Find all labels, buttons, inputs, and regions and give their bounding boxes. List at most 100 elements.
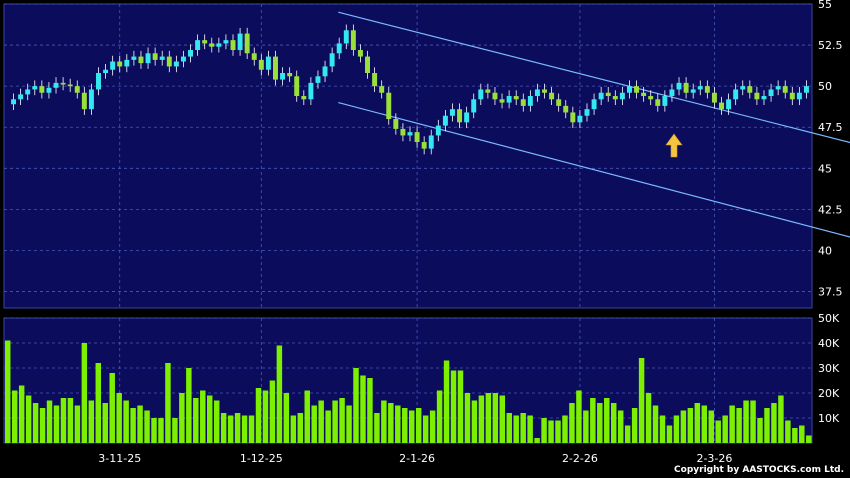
volume-bar bbox=[5, 340, 11, 443]
candle-body bbox=[393, 119, 399, 129]
volume-bar bbox=[534, 438, 540, 443]
volume-bar bbox=[736, 408, 742, 443]
volume-bar bbox=[11, 390, 18, 443]
price-axis: 55 52.5 50 47.5 45 42.5 40 37.5 bbox=[818, 0, 843, 299]
candle-body bbox=[315, 76, 321, 83]
candle-body bbox=[244, 33, 250, 54]
candle-body bbox=[294, 76, 300, 97]
volume-bar bbox=[388, 403, 394, 443]
candle-body bbox=[534, 89, 540, 97]
candle-body bbox=[570, 112, 576, 123]
candle-body bbox=[662, 96, 668, 106]
volume-bar bbox=[325, 410, 331, 443]
candle-body bbox=[379, 86, 385, 93]
volume-bar bbox=[590, 398, 596, 443]
volume-bar bbox=[290, 415, 297, 443]
candle-body bbox=[598, 92, 604, 100]
candlestick-series bbox=[11, 24, 809, 155]
candle-body bbox=[605, 92, 611, 97]
volume-bar bbox=[471, 400, 478, 443]
volume-bar bbox=[172, 418, 178, 443]
volume-bar bbox=[569, 403, 575, 443]
volume-bar bbox=[409, 410, 415, 443]
candle-body bbox=[711, 92, 717, 103]
candle-body bbox=[612, 96, 618, 100]
volume-bar bbox=[297, 413, 304, 443]
volume-bar bbox=[617, 410, 624, 443]
date-tick-label: 3-11-25 bbox=[98, 452, 141, 465]
candle-body bbox=[577, 115, 583, 123]
volume-bar bbox=[165, 363, 171, 443]
volume-bar bbox=[158, 418, 164, 443]
volume-bar bbox=[492, 393, 499, 443]
volume-bar bbox=[604, 398, 610, 443]
volume-bar bbox=[611, 403, 617, 443]
candle-body bbox=[591, 99, 597, 110]
volume-bar bbox=[450, 370, 457, 443]
candle-body bbox=[166, 56, 172, 67]
candle-body bbox=[209, 43, 215, 47]
candle-body bbox=[110, 61, 116, 70]
candle-body bbox=[796, 92, 802, 100]
volume-series bbox=[5, 340, 812, 443]
candle-body bbox=[414, 132, 420, 143]
volume-bar bbox=[785, 420, 791, 443]
candle-body bbox=[457, 109, 463, 123]
candle-body bbox=[634, 86, 640, 93]
candle-body bbox=[11, 99, 17, 105]
candle-body bbox=[131, 56, 137, 60]
volume-bar bbox=[179, 393, 185, 443]
candle-body bbox=[450, 109, 455, 116]
volume-bar bbox=[499, 395, 506, 443]
candle-body bbox=[372, 73, 378, 87]
volume-bar bbox=[443, 360, 450, 443]
volume-bar bbox=[60, 398, 67, 443]
candle-body bbox=[619, 92, 625, 100]
volume-bar bbox=[374, 413, 380, 443]
candle-body bbox=[464, 112, 470, 123]
candle-body bbox=[301, 96, 307, 100]
candle-body bbox=[18, 94, 24, 100]
candle-body bbox=[726, 99, 732, 110]
candle-body bbox=[343, 30, 349, 44]
volume-bar bbox=[799, 425, 805, 443]
volume-bar bbox=[680, 410, 687, 443]
candle-body bbox=[308, 82, 314, 100]
volume-bar bbox=[722, 415, 728, 443]
candle-body bbox=[471, 99, 477, 113]
arrow-shape bbox=[665, 133, 683, 158]
volume-bar bbox=[332, 400, 338, 443]
volume-bar bbox=[311, 405, 317, 443]
date-tick-label: 2-3-26 bbox=[696, 452, 732, 465]
candle-body bbox=[350, 30, 356, 51]
candle-body bbox=[322, 66, 328, 77]
price-panel bbox=[3, 3, 813, 309]
candle-body bbox=[39, 86, 45, 93]
volume-bar bbox=[193, 398, 199, 443]
price-tick-label: 45 bbox=[818, 162, 832, 175]
candle-body bbox=[648, 96, 654, 100]
volume-bar bbox=[624, 425, 631, 443]
candle-body bbox=[549, 92, 555, 100]
candle-body bbox=[789, 92, 795, 100]
volume-bar bbox=[806, 435, 812, 443]
volume-bar bbox=[771, 403, 777, 443]
volume-bar bbox=[151, 418, 157, 443]
date-tick-label: 1-12-25 bbox=[240, 452, 283, 465]
volume-bar bbox=[241, 415, 248, 443]
volume-bar bbox=[276, 345, 283, 443]
candle-body bbox=[485, 89, 491, 93]
price-tick-label: 55 bbox=[818, 0, 832, 11]
volume-bar bbox=[207, 395, 213, 443]
candle-body bbox=[273, 56, 278, 80]
volume-bar bbox=[652, 405, 659, 443]
candle-body bbox=[768, 89, 774, 97]
volume-tick-label: 20K bbox=[818, 387, 840, 400]
volume-bar bbox=[367, 378, 373, 443]
volume-bar bbox=[39, 408, 46, 443]
candle-body bbox=[506, 96, 512, 103]
candle-body bbox=[754, 92, 760, 100]
volume-bar bbox=[402, 408, 408, 443]
candle-body bbox=[60, 82, 66, 85]
candle-body bbox=[329, 53, 335, 67]
